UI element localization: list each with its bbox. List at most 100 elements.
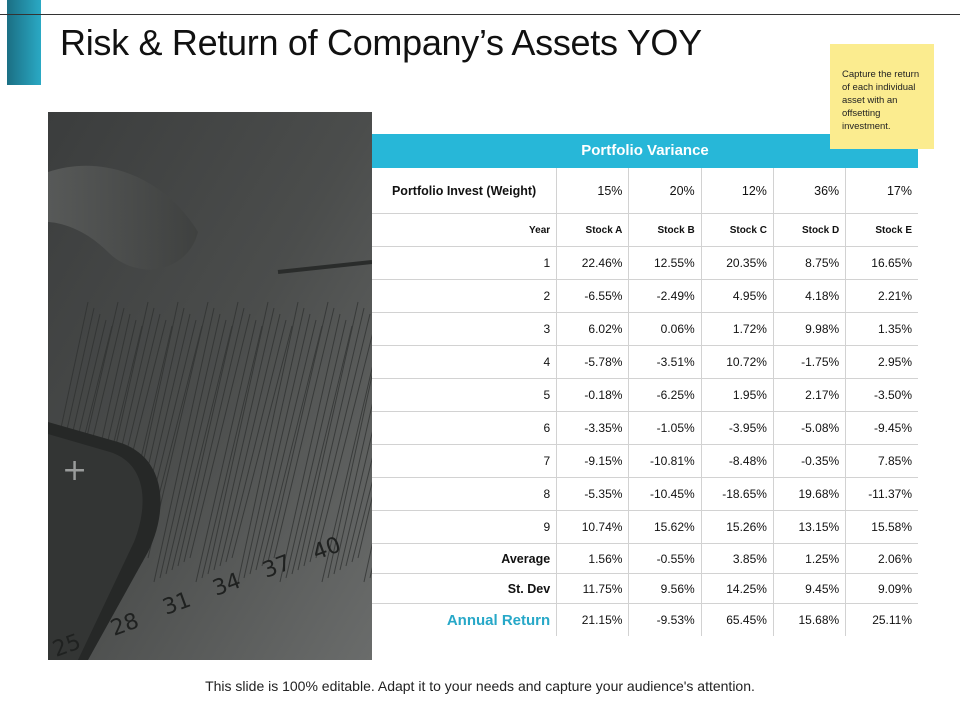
average-value: 1.56%: [556, 543, 630, 574]
annual-label: Annual Return: [372, 603, 558, 636]
average-row: Average 1.56% -0.55% 3.85% 1.25% 2.06%: [372, 543, 918, 574]
table-cell: 9: [372, 510, 558, 544]
average-value: 2.06%: [845, 543, 918, 574]
average-value: 1.25%: [773, 543, 847, 574]
table-cell: 15.62%: [628, 510, 702, 544]
table-row: 6 -3.35% -1.05% -3.95% -5.08% -9.45%: [372, 411, 918, 445]
table-cell: -5.08%: [773, 411, 847, 445]
table-cell: 2.17%: [773, 378, 847, 412]
column-header: Stock D: [773, 213, 847, 247]
table-cell: 8.75%: [773, 246, 847, 280]
table-cell: 0.06%: [628, 312, 702, 346]
table-cell: -3.95%: [701, 411, 774, 445]
table-cell: 15.58%: [845, 510, 918, 544]
stdev-value: 9.45%: [773, 573, 847, 604]
table-cell: 22.46%: [556, 246, 630, 280]
annual-value: 65.45%: [701, 603, 774, 636]
weight-value: 12%: [701, 168, 774, 214]
table-cell: 10.72%: [701, 345, 774, 379]
table-cell: -6.25%: [628, 378, 702, 412]
table-cell: -11.37%: [845, 477, 918, 511]
table-cell: 1.72%: [701, 312, 774, 346]
table-cell: -10.45%: [628, 477, 702, 511]
table-cell: -3.50%: [845, 378, 918, 412]
table-row: 3 6.02% 0.06% 1.72% 9.98% 1.35%: [372, 312, 918, 346]
table-cell: 2: [372, 279, 558, 313]
table-cell: 3: [372, 312, 558, 346]
stdev-value: 11.75%: [556, 573, 630, 604]
table-cell: -6.55%: [556, 279, 630, 313]
table-cell: 4.18%: [773, 279, 847, 313]
table-cell: 1: [372, 246, 558, 280]
table-cell: -0.35%: [773, 444, 847, 478]
table-cell: 5: [372, 378, 558, 412]
table-row: 4 -5.78% -3.51% 10.72% -1.75% 2.95%: [372, 345, 918, 379]
average-label: Average: [372, 543, 558, 574]
column-header: Stock E: [845, 213, 918, 247]
accent-block: [7, 0, 41, 85]
calculator-photo: + 25 28 31 34 37 40: [48, 112, 372, 660]
table-row: 9 10.74% 15.62% 15.26% 13.15% 15.58%: [372, 510, 918, 544]
weight-label: Portfolio Invest (Weight): [372, 168, 558, 214]
annual-value: 21.15%: [556, 603, 630, 636]
table-cell: 9.98%: [773, 312, 847, 346]
weight-value: 36%: [773, 168, 847, 214]
table-cell: 8: [372, 477, 558, 511]
stdev-value: 14.25%: [701, 573, 774, 604]
slide-title: Risk & Return of Company’s Assets YOY: [60, 22, 702, 63]
calculator-key-plus: +: [62, 453, 87, 488]
table-cell: 2.95%: [845, 345, 918, 379]
table-cell: 13.15%: [773, 510, 847, 544]
table-cell: 2.21%: [845, 279, 918, 313]
table-cell: -10.81%: [628, 444, 702, 478]
annual-value: 25.11%: [872, 613, 912, 627]
table-cell: -1.05%: [628, 411, 702, 445]
table-cell: 15.26%: [701, 510, 774, 544]
table-cell: 1.95%: [701, 378, 774, 412]
table-cell: 20.35%: [701, 246, 774, 280]
annual-return-row: Annual Return 21.15% -9.53% 65.45% 15.68% 25.…: [372, 603, 918, 636]
table-cell: 10.74%: [556, 510, 630, 544]
weight-value: 17%: [845, 168, 918, 214]
table-cell: -1.75%: [773, 345, 847, 379]
footer-note: This slide is 100% editable. Adapt it to…: [205, 678, 755, 694]
table-header: Portfolio Variance: [372, 134, 918, 168]
column-header: Year: [372, 213, 558, 247]
table-cell: -5.78%: [556, 345, 630, 379]
table-row: 7 -9.15% -10.81% -8.48% -0.35% 7.85%: [372, 444, 918, 478]
column-header-row: Year Stock A Stock B Stock C Stock D Stock E: [372, 213, 918, 247]
table-cell: -8.48%: [701, 444, 774, 478]
table-cell: 19.68%: [773, 477, 847, 511]
table-cell: 6.02%: [556, 312, 630, 346]
table-cell: -2.49%: [628, 279, 702, 313]
annual-value: 15.68%: [773, 603, 847, 636]
weight-value: 15%: [556, 168, 630, 214]
table-cell: 7: [372, 444, 558, 478]
table-cell: -5.35%: [556, 477, 630, 511]
sticky-note: Capture the return of each individual as…: [830, 44, 934, 149]
table-cell: 6: [372, 411, 558, 445]
stdev-label: St. Dev: [372, 573, 558, 604]
table-cell: 4.95%: [701, 279, 774, 313]
stdev-row: St. Dev 11.75% 9.56% 14.25% 9.45% 9.09%: [372, 573, 918, 604]
stdev-value: 9.56%: [628, 573, 702, 604]
table-row: 1 22.46% 12.55% 20.35% 8.75% 16.65%: [372, 246, 918, 280]
column-header: Stock C: [701, 213, 774, 247]
table-row: 2 -6.55% -2.49% 4.95% 4.18% 2.21%: [372, 279, 918, 313]
table-cell: -3.35%: [556, 411, 630, 445]
column-header: Stock A: [556, 213, 630, 247]
table-cell: -18.65%: [701, 477, 774, 511]
table-cell: 12.55%: [628, 246, 702, 280]
top-rule: [0, 14, 960, 15]
table-cell: -3.51%: [628, 345, 702, 379]
average-value: 3.85%: [701, 543, 774, 574]
table-cell: -9.45%: [845, 411, 918, 445]
column-header: Stock B: [628, 213, 702, 247]
table-row: 5 -0.18% -6.25% 1.95% 2.17% -3.50%: [372, 378, 918, 412]
table-cell: 16.65%: [845, 246, 918, 280]
portfolio-variance-table: Portfolio Variance Portfolio Invest (Wei…: [372, 134, 918, 636]
stdev-value: 9.09%: [845, 573, 918, 604]
weight-value: 20%: [628, 168, 702, 214]
sticky-note-text: Capture the return of each individual as…: [842, 69, 920, 132]
table-cell: 1.35%: [845, 312, 918, 346]
